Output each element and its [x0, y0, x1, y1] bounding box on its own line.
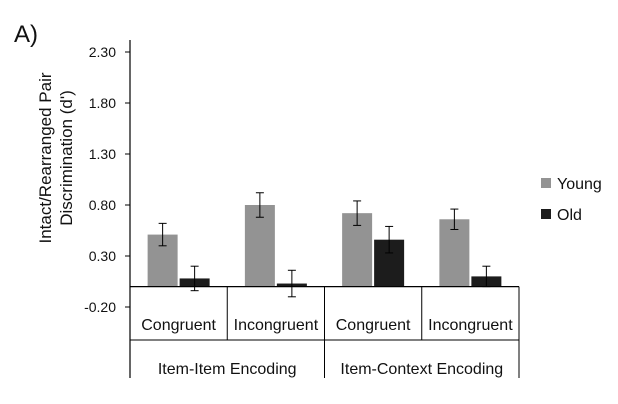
y-tick-label: 1.30 — [89, 146, 116, 162]
y-axis-ticks: 2.30 1.80 1.30 0.80 0.30 -0.20 — [84, 44, 130, 315]
error-bars-layer — [158, 192, 491, 298]
legend-label-young: Young — [557, 176, 602, 193]
legend-swatch-young — [541, 178, 551, 188]
bar-young-2 — [244, 205, 275, 287]
y-axis-title-line-2: Discrimination (d') — [57, 90, 76, 226]
y-tick-label: 0.30 — [89, 248, 116, 264]
y-tick-label: 2.30 — [89, 44, 116, 60]
category-label-2: Incongruent — [234, 317, 319, 334]
y-tick-label: -0.20 — [84, 299, 116, 315]
legend-swatch-old — [541, 209, 551, 219]
group-label-item-item: Item-Item Encoding — [158, 361, 297, 378]
y-axis-title-line-1: Intact/Rearranged Pair — [36, 72, 55, 243]
category-label-4: Incongruent — [428, 317, 513, 334]
y-tick-label: 0.80 — [89, 197, 116, 213]
bar-young-4 — [439, 219, 470, 287]
category-label-3: Congruent — [336, 317, 411, 334]
y-axis-title: Intact/Rearranged Pair Discrimination (d… — [36, 72, 76, 243]
y-tick-label: 1.80 — [89, 95, 116, 111]
bars-layer — [147, 205, 502, 287]
panel-label: A) — [14, 21, 38, 48]
legend-label-old: Old — [557, 207, 582, 224]
category-label-1: Congruent — [141, 317, 216, 334]
legend: Young Old — [541, 176, 602, 224]
group-label-item-context: Item-Context Encoding — [340, 361, 503, 378]
category-dividers — [226, 286, 520, 378]
